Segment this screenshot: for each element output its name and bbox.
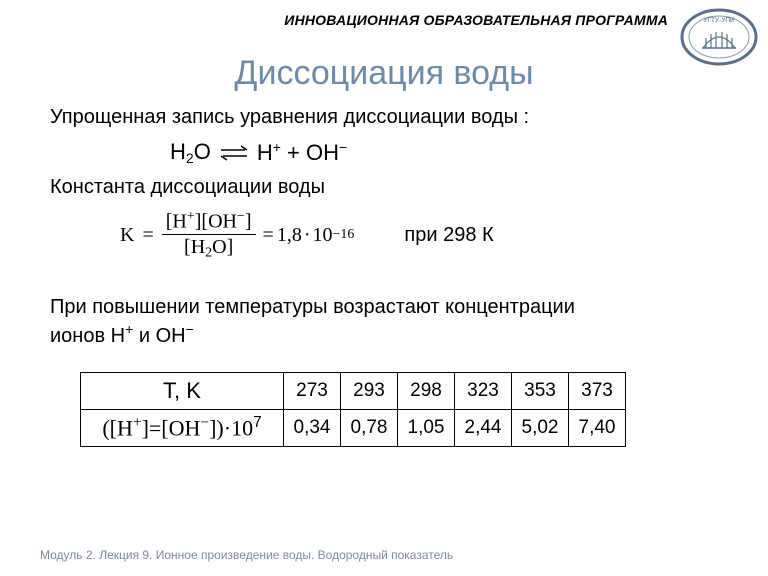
row1-v3: 323 [455,372,512,409]
row2-v1: 0,78 [341,409,398,446]
row1-v2: 298 [398,372,455,409]
equilibrium-arrows-icon [217,144,251,162]
eq-rhs: H+ + OH− [257,139,347,166]
text-line-3a: При повышении температуры возрастают кон… [50,296,718,319]
fraction-numerator: [H+][OH−] [162,209,256,234]
fraction-denominator: [H2O] [180,235,237,262]
row2-v4: 5,02 [512,409,569,446]
text-line-2: Константа диссоциации воды [50,176,718,199]
row2-v5: 7,40 [569,409,626,446]
eq-lhs: H2O [170,139,211,166]
row1-v1: 293 [341,372,398,409]
table-row: T, K 273 293 298 323 353 373 [81,372,626,409]
program-label: ИННОВАЦИОННАЯ ОБРАЗОВАТЕЛЬНАЯ ПРОГРАММА [284,12,668,28]
text-line-3b: ионов H+ и OH− [50,321,718,348]
row1-v5: 373 [569,372,626,409]
slide-body: Упрощенная запись уравнения диссоциации … [50,100,718,447]
temperature-table: T, K 273 293 298 323 353 373 ([H+]=[OH−]… [80,372,718,447]
row1-v0: 273 [284,372,341,409]
slide-title: Диссоциация воды [0,54,768,93]
k-note: при 298 К [404,224,493,247]
fraction: [H+][OH−] [H2O] [162,209,256,262]
footer-text: Модуль 2. Лекция 9. Ионное произведение … [40,548,453,562]
row2-v3: 2,44 [455,409,512,446]
row2-label: ([H+]=[OH−])·107 [81,409,284,446]
text-line-1: Упрощенная запись уравнения диссоциации … [50,106,718,129]
row2-v0: 0,34 [284,409,341,446]
table-row: ([H+]=[OH−])·107 0,34 0,78 1,05 2,44 5,0… [81,409,626,446]
svg-text:УГТУ-УПИ: УГТУ-УПИ [703,17,735,24]
header-bar: ИННОВАЦИОННАЯ ОБРАЗОВАТЕЛЬНАЯ ПРОГРАММА … [0,12,768,60]
row1-label: T, K [81,372,284,409]
row2-v2: 1,05 [398,409,455,446]
equation-dissociation: H2O H+ + OH− [170,139,718,166]
k-equation-row: K = [H+][OH−] [H2O] = 1,8 · 10−16 при 29… [120,209,718,262]
row1-v4: 353 [512,372,569,409]
k-formula: K = [H+][OH−] [H2O] = 1,8 · 10−16 [120,209,354,262]
